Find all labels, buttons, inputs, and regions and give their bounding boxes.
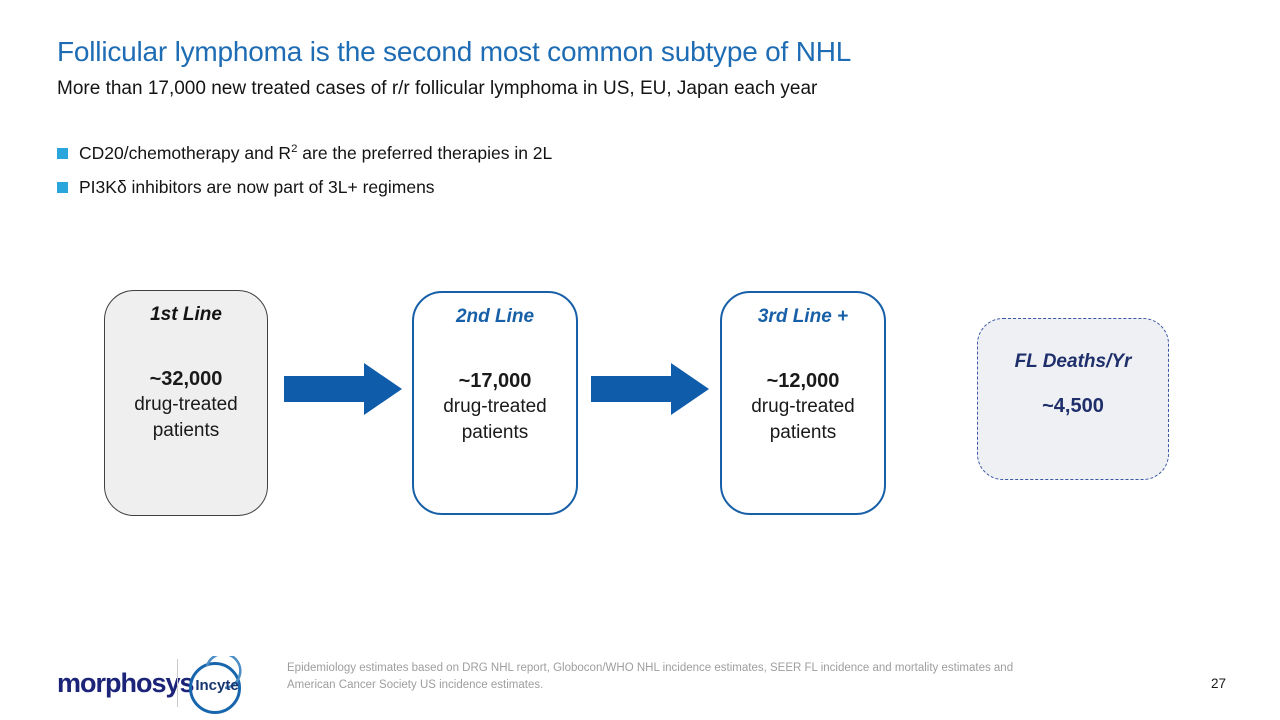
box-value: ~17,000 [458, 370, 532, 392]
fl-deaths-box: FL Deaths/Yr ~4,500 [977, 318, 1169, 480]
bullet-list: CD20/chemotherapy and R2 are the preferr… [57, 143, 552, 211]
box-desc: patients [461, 422, 529, 443]
deaths-box-value: ~4,500 [1042, 395, 1104, 417]
box-body: ~17,000 drug-treated patients [414, 368, 576, 446]
deaths-box-title: FL Deaths/Yr [1014, 351, 1132, 372]
logo-divider [177, 659, 178, 707]
bullet-text-rest: are the preferred therapies in 2L [297, 143, 553, 163]
bullet-item: CD20/chemotherapy and R2 are the preferr… [57, 143, 552, 164]
box-title: 1st Line [150, 304, 222, 325]
page-subtitle: More than 17,000 new treated cases of r/… [57, 78, 818, 99]
box-desc: patients [769, 422, 837, 443]
bullet-square-icon [57, 182, 68, 193]
page-number: 27 [1210, 676, 1226, 691]
bullet-superscript: 2 [291, 143, 298, 156]
morphosys-logo: morphosys [57, 668, 195, 698]
bullet-text-main: PI3Kδ inhibitors are now part of 3L+ reg… [79, 177, 435, 197]
box-title: 2nd Line [455, 306, 535, 327]
box-desc: drug-treated [443, 396, 547, 417]
box-value: ~32,000 [149, 368, 223, 390]
bullet-text-main: CD20/chemotherapy and R [79, 143, 292, 163]
page-title: Follicular lymphoma is the second most c… [57, 36, 852, 67]
flow-arrow-icon [284, 363, 402, 415]
box-desc: drug-treated [751, 396, 855, 417]
flow-box-3rd-line: 3rd Line + ~12,000 drug-treated patients [720, 291, 886, 515]
box-body: ~12,000 drug-treated patients [722, 368, 884, 446]
box-desc: patients [152, 420, 220, 441]
box-desc: drug-treated [134, 394, 238, 415]
incyte-logo: Incyte [187, 652, 247, 716]
box-title: 3rd Line + [757, 306, 849, 327]
footnote: Epidemiology estimates based on DRG NHL … [287, 660, 1167, 693]
bullet-item: PI3Kδ inhibitors are now part of 3L+ reg… [57, 177, 552, 198]
flow-arrow-icon [591, 363, 709, 415]
flow-box-1st-line: 1st Line ~32,000 drug-treated patients [104, 290, 268, 516]
bullet-text: PI3Kδ inhibitors are now part of 3L+ reg… [79, 177, 435, 198]
bullet-text: CD20/chemotherapy and R2 are the preferr… [79, 143, 552, 164]
box-body: ~32,000 drug-treated patients [105, 366, 267, 444]
incyte-logo-text: Incyte [195, 677, 239, 694]
footnote-line: American Cancer Society US incidence est… [287, 678, 544, 691]
bullet-square-icon [57, 148, 68, 159]
incyte-circle-icon [189, 652, 242, 714]
footnote-line: Epidemiology estimates based on DRG NHL … [287, 662, 1014, 674]
box-value: ~12,000 [766, 370, 840, 392]
flow-box-2nd-line: 2nd Line ~17,000 drug-treated patients [412, 291, 578, 515]
